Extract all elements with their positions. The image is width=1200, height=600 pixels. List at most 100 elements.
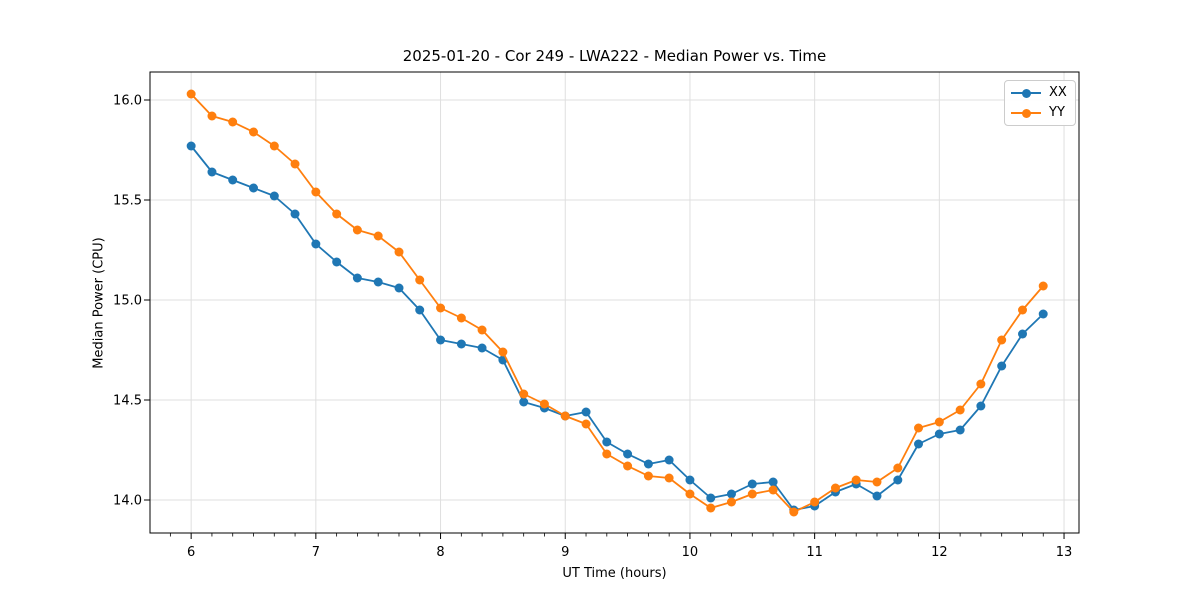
series-marker-XX xyxy=(976,401,986,411)
series-marker-YY xyxy=(976,379,986,389)
legend-entry-yy: YY xyxy=(1011,104,1067,122)
series-marker-XX xyxy=(872,491,882,501)
series-marker-XX xyxy=(394,283,404,293)
x-tick-label: 12 xyxy=(931,545,948,560)
series-marker-YY xyxy=(352,225,362,235)
series-marker-XX xyxy=(643,459,653,469)
series-marker-XX xyxy=(747,479,757,489)
series-marker-XX xyxy=(248,183,258,193)
series-marker-YY xyxy=(519,389,529,399)
series-marker-XX xyxy=(207,167,217,177)
series-marker-XX xyxy=(581,407,591,417)
series-marker-YY xyxy=(186,89,196,99)
series-marker-YY xyxy=(332,209,342,219)
series-marker-YY xyxy=(851,475,861,485)
legend-swatch-xx-line-marker-icon xyxy=(1011,87,1041,100)
series-marker-YY xyxy=(415,275,425,285)
x-tick-label: 11 xyxy=(806,545,823,560)
series-marker-XX xyxy=(186,141,196,151)
series-marker-YY xyxy=(706,503,716,513)
series-marker-XX xyxy=(1038,309,1048,319)
series-marker-XX xyxy=(519,397,529,407)
series-marker-YY xyxy=(311,187,321,197)
series-marker-YY xyxy=(747,489,757,499)
series-marker-YY xyxy=(560,411,570,421)
series-marker-YY xyxy=(456,313,466,323)
series-marker-YY xyxy=(726,497,736,507)
series-marker-YY xyxy=(477,325,487,335)
series-marker-YY xyxy=(643,471,653,481)
series-marker-XX xyxy=(228,175,238,185)
series-marker-YY xyxy=(955,405,965,415)
series-marker-XX xyxy=(768,477,778,487)
series-marker-YY xyxy=(1018,305,1028,315)
series-marker-XX xyxy=(436,335,446,345)
legend-swatch-yy-line-marker-icon xyxy=(1011,107,1041,120)
y-axis-label: Median Power (CPU) xyxy=(91,237,107,369)
series-line-YY xyxy=(190,93,1045,513)
y-tick-label: 14.0 xyxy=(113,494,142,509)
legend-label-xx: XX xyxy=(1049,85,1067,100)
series-marker-XX xyxy=(664,455,674,465)
x-tick-label: 10 xyxy=(682,545,699,560)
series-line-XX xyxy=(190,145,1045,511)
series-marker-YY xyxy=(810,497,820,507)
y-tick-label: 14.5 xyxy=(113,394,142,409)
series-marker-YY xyxy=(539,399,549,409)
y-tick-label: 16.0 xyxy=(113,94,142,109)
series-marker-YY xyxy=(290,159,300,169)
series-marker-XX xyxy=(311,239,321,249)
x-tick-label: 8 xyxy=(436,545,444,560)
y-tick-label: 15.0 xyxy=(113,294,142,309)
series-marker-YY xyxy=(997,335,1007,345)
series-marker-YY xyxy=(768,485,778,495)
series-marker-YY xyxy=(373,231,383,241)
series-marker-YY xyxy=(623,461,633,471)
series-marker-YY xyxy=(498,347,508,357)
series-marker-YY xyxy=(1038,281,1048,291)
legend-label-yy: YY xyxy=(1049,105,1065,120)
series-marker-XX xyxy=(477,343,487,353)
series-marker-YY xyxy=(602,449,612,459)
series-marker-YY xyxy=(872,477,882,487)
series-marker-XX xyxy=(623,449,633,459)
series-marker-XX xyxy=(685,475,695,485)
series-marker-YY xyxy=(789,507,799,517)
x-tick-label: 9 xyxy=(561,545,569,560)
series-marker-YY xyxy=(664,473,674,483)
series-marker-YY xyxy=(207,111,217,121)
series-marker-XX xyxy=(726,489,736,499)
series-marker-YY xyxy=(934,417,944,427)
x-tick-label: 6 xyxy=(187,545,195,560)
series-marker-YY xyxy=(248,127,258,137)
chart-title: 2025-01-20 - Cor 249 - LWA222 - Median P… xyxy=(402,47,827,65)
series-marker-YY xyxy=(436,303,446,313)
x-axis-label: UT Time (hours) xyxy=(562,566,667,581)
x-tick-label: 13 xyxy=(1056,545,1073,560)
series-marker-XX xyxy=(269,191,279,201)
series-marker-YY xyxy=(228,117,238,127)
series-marker-YY xyxy=(581,419,591,429)
y-tick-label: 15.5 xyxy=(113,194,142,209)
series-marker-XX xyxy=(934,429,944,439)
legend-entry-xx: XX xyxy=(1011,84,1067,102)
series-marker-XX xyxy=(290,209,300,219)
series-marker-XX xyxy=(955,425,965,435)
series-marker-YY xyxy=(830,483,840,493)
series-marker-XX xyxy=(893,475,903,485)
x-tick-label: 7 xyxy=(312,545,320,560)
series-marker-XX xyxy=(332,257,342,267)
series-marker-XX xyxy=(914,439,924,449)
legend: XX YY xyxy=(1004,80,1076,126)
axes-frame xyxy=(149,71,1080,534)
series-marker-XX xyxy=(352,273,362,283)
series-marker-YY xyxy=(893,463,903,473)
series-marker-XX xyxy=(456,339,466,349)
series-marker-YY xyxy=(394,247,404,257)
series-marker-YY xyxy=(685,489,695,499)
series-marker-XX xyxy=(706,493,716,503)
series-marker-XX xyxy=(602,437,612,447)
series-marker-XX xyxy=(373,277,383,287)
series-marker-YY xyxy=(269,141,279,151)
